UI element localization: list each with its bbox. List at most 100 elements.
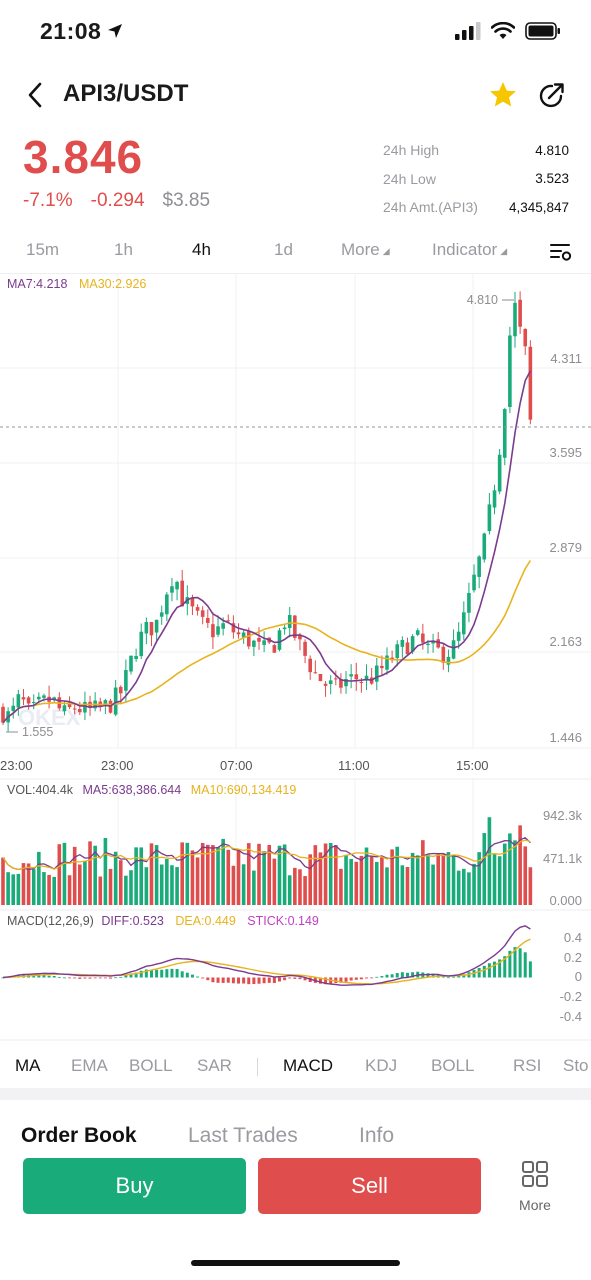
volume-bar xyxy=(165,858,169,905)
macd-bar xyxy=(237,977,241,984)
tab-kdj[interactable]: KDJ xyxy=(365,1056,398,1075)
tab-sar[interactable]: SAR xyxy=(197,1056,232,1075)
ma-legend: MA7:4.218 MA30:2.926 xyxy=(7,277,146,291)
stat-value: 4,345,847 xyxy=(508,199,569,215)
volume-bar xyxy=(313,845,318,905)
volume-bar xyxy=(431,864,435,905)
volume-bar xyxy=(523,846,528,905)
sell-button[interactable]: Sell xyxy=(258,1158,481,1214)
macd-bar xyxy=(380,976,384,978)
volume-bar xyxy=(303,876,307,905)
share-icon xyxy=(539,83,564,108)
volume-bar xyxy=(52,876,56,905)
candle-body xyxy=(195,607,200,611)
share-button[interactable] xyxy=(535,78,569,112)
candle-body xyxy=(385,655,389,670)
candle-body xyxy=(78,708,82,713)
tab-ma[interactable]: MA xyxy=(15,1056,41,1075)
macd-bar xyxy=(426,973,430,978)
tab-1d[interactable]: 1d xyxy=(274,240,293,259)
chart-settings-icon[interactable] xyxy=(549,240,573,264)
candle-body xyxy=(231,623,236,633)
macd-bar xyxy=(32,975,36,978)
candle-body xyxy=(159,612,164,617)
macd-bar xyxy=(482,965,486,978)
macd-bar xyxy=(231,977,235,984)
candle-body xyxy=(339,679,343,688)
candle-body xyxy=(513,302,517,337)
volume-bar xyxy=(492,853,497,905)
tab-rsi[interactable]: RSI xyxy=(513,1056,542,1075)
grid-more-icon xyxy=(522,1161,548,1187)
candle-body xyxy=(118,686,123,694)
volume-bar xyxy=(467,872,471,905)
macd-bar xyxy=(462,974,466,978)
candlestick-chart[interactable]: OKEX MA7:4.218 MA30:2.926 4.311 3.595 2.… xyxy=(0,274,591,1048)
volume-bar xyxy=(385,867,389,905)
macd-bar xyxy=(83,977,87,979)
volume-bar xyxy=(400,865,405,905)
tab-boll-sub[interactable]: BOLL xyxy=(431,1056,475,1075)
candle-body xyxy=(52,697,56,700)
candle-body xyxy=(451,640,456,659)
candle-body xyxy=(380,665,384,669)
tab-info[interactable]: Info xyxy=(359,1124,395,1147)
favorite-button[interactable] xyxy=(486,78,520,112)
candle-body xyxy=(462,612,466,635)
macd-bar xyxy=(216,977,220,983)
high-marker: 4.810 xyxy=(467,293,498,307)
tab-1h[interactable]: 1h xyxy=(114,240,133,259)
macd-label: -0.4 xyxy=(560,1009,582,1024)
volume-bar xyxy=(180,842,184,905)
tab-boll[interactable]: BOLL xyxy=(129,1056,173,1075)
macd-diff-legend: DIFF:0.523 xyxy=(101,914,164,928)
price-label: 4.311 xyxy=(550,351,582,366)
macd-bar xyxy=(395,973,399,978)
price-label: 2.163 xyxy=(549,634,582,649)
more-timeframes-dropdown[interactable]: More ◢ xyxy=(341,240,390,260)
indicator-label: Indicator xyxy=(432,240,498,259)
volume-bar xyxy=(124,875,128,905)
back-button[interactable] xyxy=(18,78,52,112)
macd-bar xyxy=(226,977,230,983)
tab-stoch[interactable]: Sto xyxy=(563,1056,589,1075)
pair-title: API3/USDT xyxy=(63,80,189,107)
buy-button[interactable]: Buy xyxy=(23,1158,246,1214)
macd-bar xyxy=(47,975,51,978)
tab-last-trades[interactable]: Last Trades xyxy=(188,1124,298,1147)
tab-15m[interactable]: 15m xyxy=(26,240,60,259)
volume-bar xyxy=(26,863,31,905)
candle-body xyxy=(113,687,118,715)
more-button[interactable]: More xyxy=(505,1160,565,1216)
volume-bar xyxy=(129,870,133,905)
volume-bar xyxy=(349,858,353,905)
volume-bar xyxy=(287,875,292,905)
volume-bar xyxy=(88,841,92,905)
volume-bar xyxy=(159,864,164,905)
volume-bar xyxy=(334,845,338,905)
candle-body xyxy=(477,556,481,577)
location-arrow-icon xyxy=(108,24,122,38)
volume-bar xyxy=(113,851,118,905)
volume-bar xyxy=(206,844,210,905)
indicator-dropdown[interactable]: Indicator ◢ xyxy=(432,240,507,260)
tab-4h[interactable]: 4h xyxy=(192,240,211,259)
volume-bar xyxy=(410,852,415,905)
macd-bar xyxy=(405,972,409,978)
tab-macd[interactable]: MACD xyxy=(283,1056,334,1075)
stats-24h: 24h High 4.810 24h Low 3.523 24h Amt.(AP… xyxy=(383,136,569,222)
tab-ema[interactable]: EMA xyxy=(71,1056,108,1075)
macd-bar xyxy=(359,977,363,980)
volume-bar xyxy=(262,851,266,905)
candle-body xyxy=(359,681,364,683)
macd-bar xyxy=(211,977,215,983)
volume-bar xyxy=(226,849,231,905)
stat-24h-high: 24h High 4.810 xyxy=(383,136,569,165)
candle-body xyxy=(318,673,323,682)
tab-order-book[interactable]: Order Book xyxy=(21,1124,137,1147)
volume-bar xyxy=(103,838,108,905)
macd-bar xyxy=(98,977,102,979)
price-label: 3.595 xyxy=(549,445,582,460)
candle-body xyxy=(144,621,149,634)
change-amount: -0.294 xyxy=(90,190,145,211)
